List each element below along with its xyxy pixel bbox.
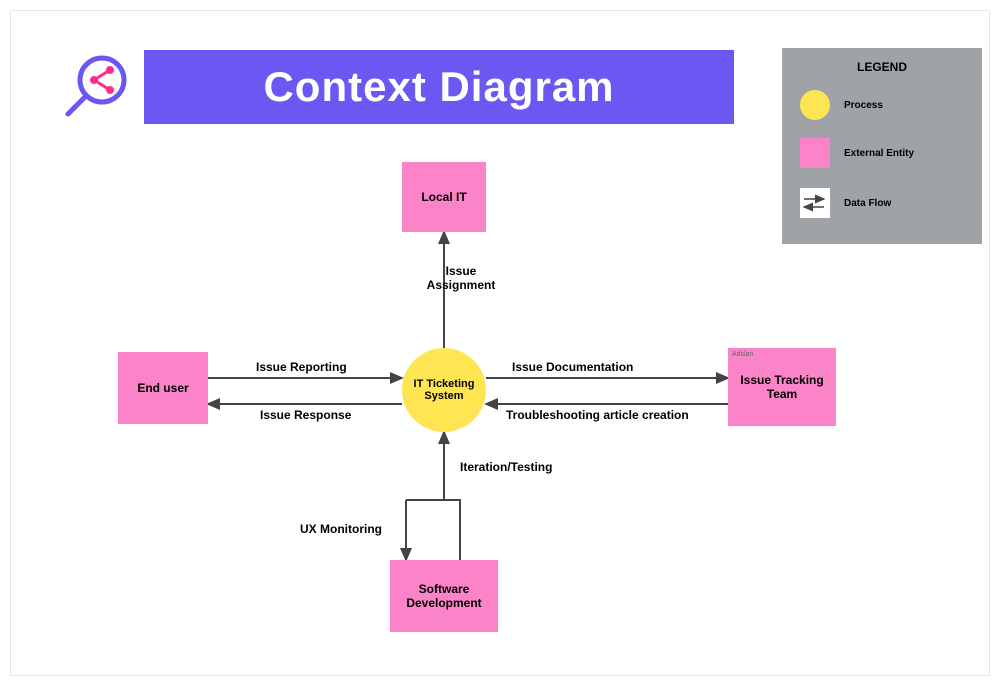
legend-label: Data Flow	[844, 198, 891, 209]
entity-corner-label: Adslan	[732, 351, 753, 358]
entity-issue-tracking-team: Issue Tracking Team Adslan	[728, 348, 836, 426]
entity-local-it: Local IT	[402, 162, 486, 232]
entity-software-development: Software Development	[390, 560, 498, 632]
legend-label: External Entity	[844, 148, 914, 159]
edge-label: Issue Assignment	[416, 264, 506, 292]
legend-swatch-flow-icon	[800, 188, 830, 218]
magnifier-share-icon	[58, 48, 138, 133]
edge-label: Issue Response	[260, 408, 351, 422]
legend-item: Data Flow	[800, 188, 891, 218]
page-title-banner: Context Diagram	[144, 50, 734, 124]
process-it-ticketing-system: IT Ticketing System	[402, 348, 486, 432]
legend-item: External Entity	[800, 138, 914, 168]
entity-end-user: End user	[118, 352, 208, 424]
legend-swatch-entity-icon	[800, 138, 830, 168]
legend-panel: LEGEND Process External Entity Data Flow	[782, 48, 982, 244]
edge-label: Troubleshooting article creation	[506, 408, 689, 422]
edge-label: Issue Reporting	[256, 360, 347, 374]
entity-label: Software Development	[394, 582, 494, 610]
legend-item: Process	[800, 90, 883, 120]
legend-label: Process	[844, 100, 883, 111]
edge-label: Iteration/Testing	[460, 460, 552, 474]
process-label: IT Ticketing System	[408, 378, 480, 402]
entity-label: End user	[137, 381, 188, 395]
entity-label: Issue Tracking Team	[732, 373, 832, 401]
page-title: Context Diagram	[263, 63, 614, 111]
entity-label: Local IT	[421, 190, 466, 204]
legend-title: LEGEND	[782, 60, 982, 74]
edge-label: Issue Documentation	[512, 360, 633, 374]
legend-swatch-process-icon	[800, 90, 830, 120]
edge-label: UX Monitoring	[300, 522, 382, 536]
